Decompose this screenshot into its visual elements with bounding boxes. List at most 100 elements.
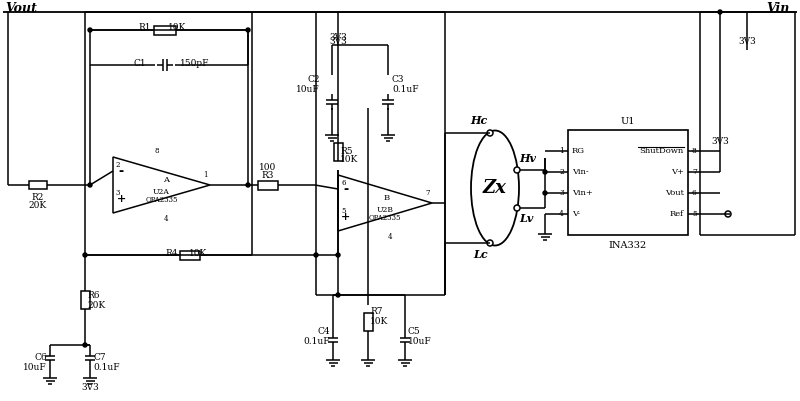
Text: +: + [116, 194, 126, 205]
Text: Hv: Hv [519, 152, 536, 164]
Circle shape [246, 183, 250, 187]
Text: 3V3: 3V3 [329, 32, 347, 41]
Text: V-: V- [572, 210, 580, 218]
Bar [29, 181, 47, 189]
Text: OPA2335: OPA2335 [369, 214, 402, 222]
Circle shape [487, 240, 493, 246]
Text: Ref: Ref [670, 210, 684, 218]
Text: C2: C2 [307, 75, 320, 85]
Text: 7: 7 [692, 168, 697, 176]
Circle shape [514, 167, 520, 173]
Circle shape [487, 130, 493, 136]
Circle shape [88, 28, 92, 32]
Text: R1: R1 [138, 24, 151, 32]
Text: A: A [163, 176, 170, 184]
Text: Hc: Hc [470, 115, 488, 126]
Text: 4: 4 [388, 233, 392, 241]
Text: 1: 1 [559, 147, 564, 155]
Circle shape [336, 253, 340, 257]
Circle shape [88, 183, 92, 187]
Text: 3V3: 3V3 [738, 38, 756, 47]
Text: 0.1uF: 0.1uF [303, 338, 330, 346]
Text: Zx: Zx [483, 179, 507, 197]
Text: 1: 1 [203, 171, 208, 179]
Text: 3: 3 [559, 189, 564, 197]
Circle shape [314, 253, 318, 257]
Text: 10uF: 10uF [408, 338, 432, 346]
Text: 4: 4 [164, 215, 169, 223]
Text: 100: 100 [259, 162, 277, 172]
Text: R2: R2 [32, 192, 44, 201]
Text: Vin: Vin [766, 2, 790, 16]
Text: Vout: Vout [5, 2, 37, 16]
Text: C1: C1 [134, 59, 146, 67]
Text: 5: 5 [341, 207, 346, 215]
Circle shape [83, 253, 87, 257]
Text: OPA2335: OPA2335 [146, 196, 178, 204]
Bar [81, 291, 90, 309]
Text: -: - [118, 164, 123, 178]
Text: 6: 6 [692, 189, 697, 197]
Text: C3: C3 [392, 75, 405, 85]
Text: RG: RG [572, 147, 585, 155]
Circle shape [514, 205, 520, 211]
Text: R3: R3 [262, 170, 274, 180]
Text: 3V3: 3V3 [711, 136, 729, 146]
Bar [258, 181, 278, 190]
Text: 10K: 10K [189, 249, 207, 257]
Text: 0.1uF: 0.1uF [93, 363, 120, 371]
Text: R6: R6 [87, 290, 99, 300]
Text: 150pF: 150pF [180, 59, 210, 67]
Text: 4: 4 [559, 210, 564, 218]
Text: Lc: Lc [474, 249, 488, 261]
Text: ShutDown: ShutDown [640, 147, 684, 155]
Bar [154, 26, 176, 35]
Bar [364, 313, 373, 331]
Text: C5: C5 [408, 328, 421, 336]
Text: Vout: Vout [665, 189, 684, 197]
Text: Vin-: Vin- [572, 168, 589, 176]
Text: 0.1uF: 0.1uF [392, 85, 418, 93]
Text: 7: 7 [426, 189, 430, 197]
Text: 3V3: 3V3 [81, 383, 99, 393]
Bar [568, 130, 688, 235]
Text: C4: C4 [318, 328, 330, 336]
Text: INA332: INA332 [609, 241, 647, 249]
Text: 20K: 20K [87, 300, 106, 310]
Circle shape [83, 343, 87, 347]
Circle shape [725, 211, 731, 217]
Circle shape [336, 293, 340, 297]
Text: C6: C6 [34, 352, 47, 361]
Text: 2: 2 [559, 168, 564, 176]
Text: V+: V+ [671, 168, 684, 176]
Text: R7: R7 [370, 308, 382, 316]
Circle shape [543, 191, 547, 195]
Text: 20K: 20K [29, 200, 47, 209]
Text: 5: 5 [692, 210, 697, 218]
Text: 3: 3 [116, 189, 120, 197]
Circle shape [246, 28, 250, 32]
Text: Vin+: Vin+ [572, 189, 593, 197]
Text: U2B: U2B [377, 206, 394, 214]
Text: 8: 8 [154, 147, 158, 155]
Text: Lv: Lv [519, 213, 534, 223]
Text: 10K: 10K [340, 156, 358, 164]
Text: 8: 8 [692, 147, 697, 155]
Circle shape [543, 170, 547, 174]
Text: R4: R4 [166, 249, 178, 257]
Text: B: B [384, 194, 390, 202]
Bar [180, 251, 200, 260]
Text: 6: 6 [341, 179, 346, 187]
Bar [334, 143, 343, 161]
Text: 2: 2 [116, 161, 121, 169]
Text: 10K: 10K [168, 24, 186, 32]
Text: U1: U1 [621, 117, 635, 126]
Text: 3V3: 3V3 [329, 36, 347, 45]
Text: U2A: U2A [153, 188, 170, 196]
Text: 10K: 10K [370, 318, 388, 326]
Text: R5: R5 [340, 148, 353, 156]
Text: -: - [343, 182, 349, 196]
Text: 10uF: 10uF [23, 363, 47, 371]
Text: 10uF: 10uF [296, 85, 320, 93]
Text: C7: C7 [93, 352, 106, 361]
